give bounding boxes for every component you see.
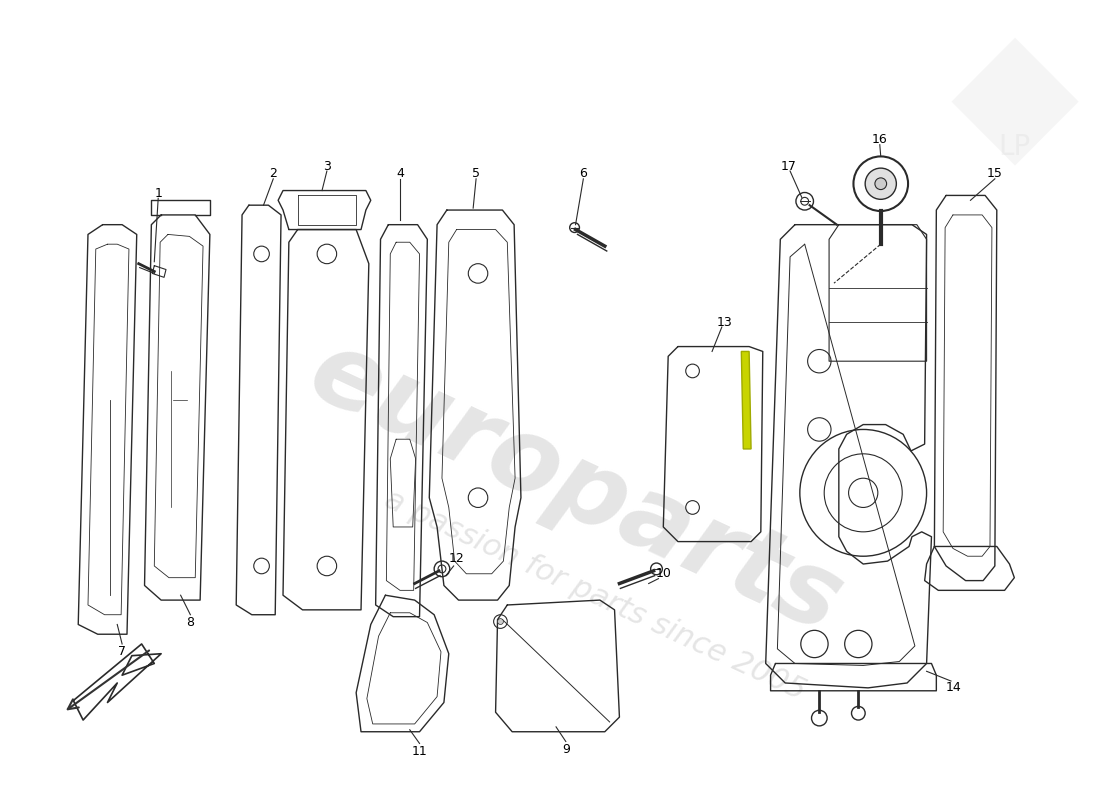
Text: 17: 17 [780,160,796,173]
Text: 8: 8 [186,616,195,629]
Text: 2: 2 [270,167,277,181]
Text: 5: 5 [472,167,480,181]
Text: europarts: europarts [294,321,858,655]
Text: 10: 10 [656,567,671,580]
Circle shape [874,178,887,190]
Text: 11: 11 [411,745,428,758]
Text: 1: 1 [154,187,162,200]
Polygon shape [741,351,751,449]
Circle shape [497,618,504,625]
Text: 7: 7 [118,646,127,658]
Text: 4: 4 [396,167,404,181]
Text: LP: LP [998,133,1031,161]
Text: 6: 6 [580,167,587,181]
Text: 14: 14 [946,682,961,694]
Text: 16: 16 [872,134,888,146]
Text: 12: 12 [449,552,464,565]
Text: 9: 9 [562,742,570,756]
Circle shape [866,168,896,199]
Text: a passion for parts since 2005: a passion for parts since 2005 [379,485,810,706]
Text: ◆: ◆ [950,17,1078,179]
Text: 13: 13 [717,316,733,329]
Text: 3: 3 [323,160,331,173]
Text: 15: 15 [987,167,1003,181]
